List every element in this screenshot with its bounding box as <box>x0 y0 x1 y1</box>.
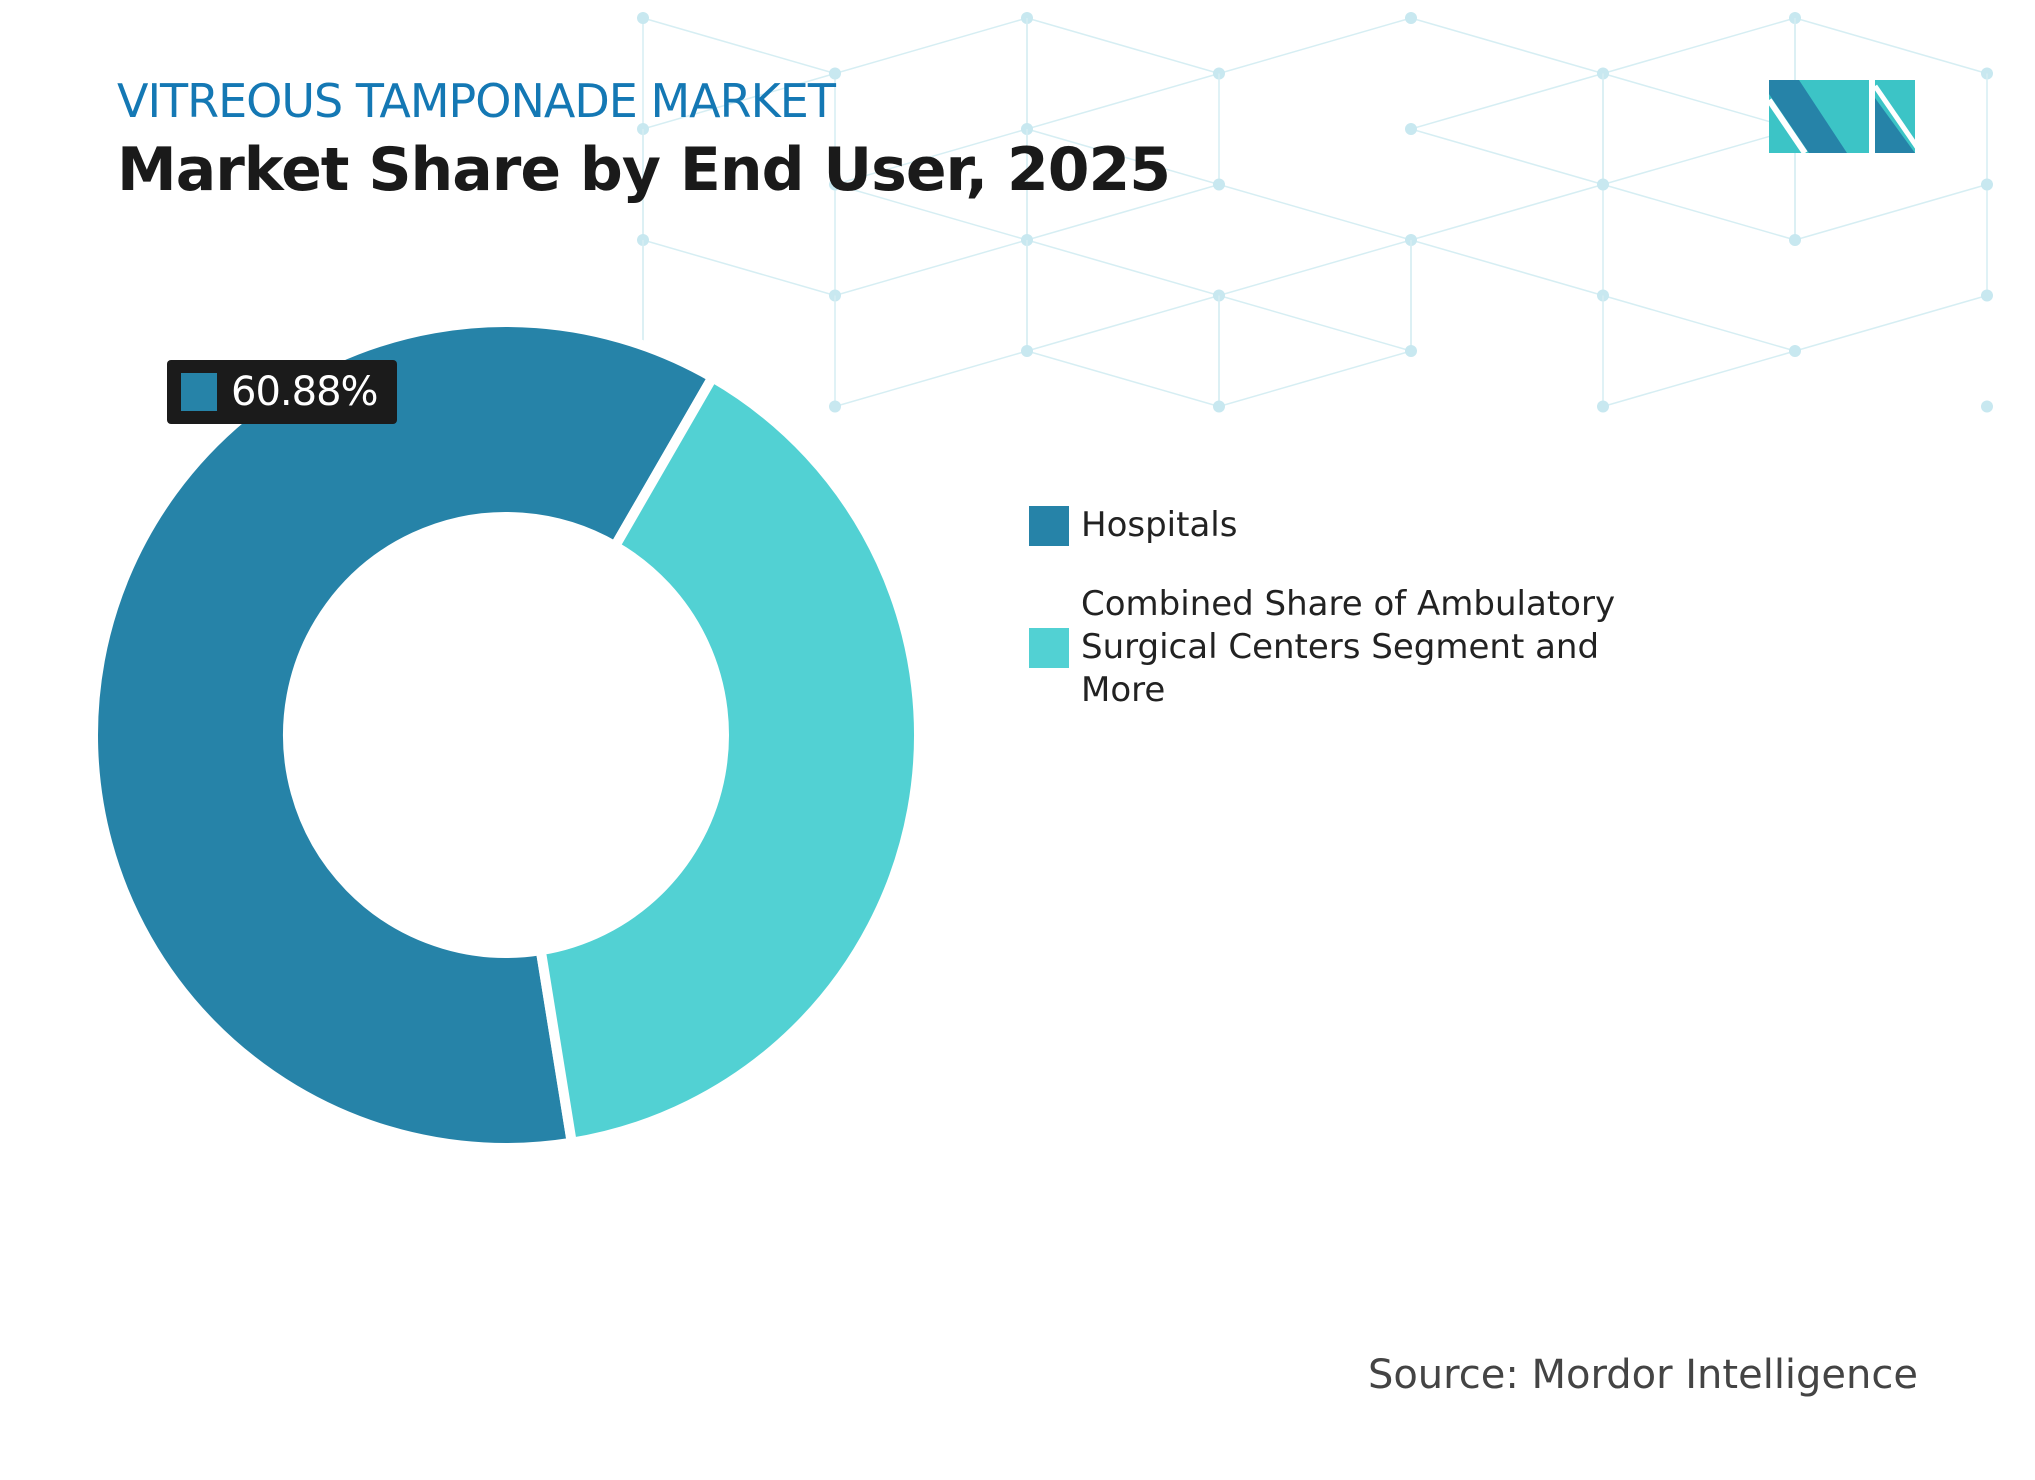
data-label-swatch <box>181 373 217 411</box>
legend-item-ambulatory: Combined Share of Ambulatory Surgical Ce… <box>1029 583 1671 712</box>
data-label-text: 60.88% <box>231 369 378 415</box>
legend-label: Hospitals <box>1081 504 1681 547</box>
legend-swatch <box>1029 628 1069 668</box>
source-note: Source: Mordor Intelligence <box>1368 1352 1918 1398</box>
data-label-hospitals: 60.88% <box>167 360 397 424</box>
legend-label: Combined Share of Ambulatory Surgical Ce… <box>1081 583 1671 712</box>
legend-item-hospitals: Hospitals <box>1029 504 1681 547</box>
legend-swatch <box>1029 506 1069 546</box>
